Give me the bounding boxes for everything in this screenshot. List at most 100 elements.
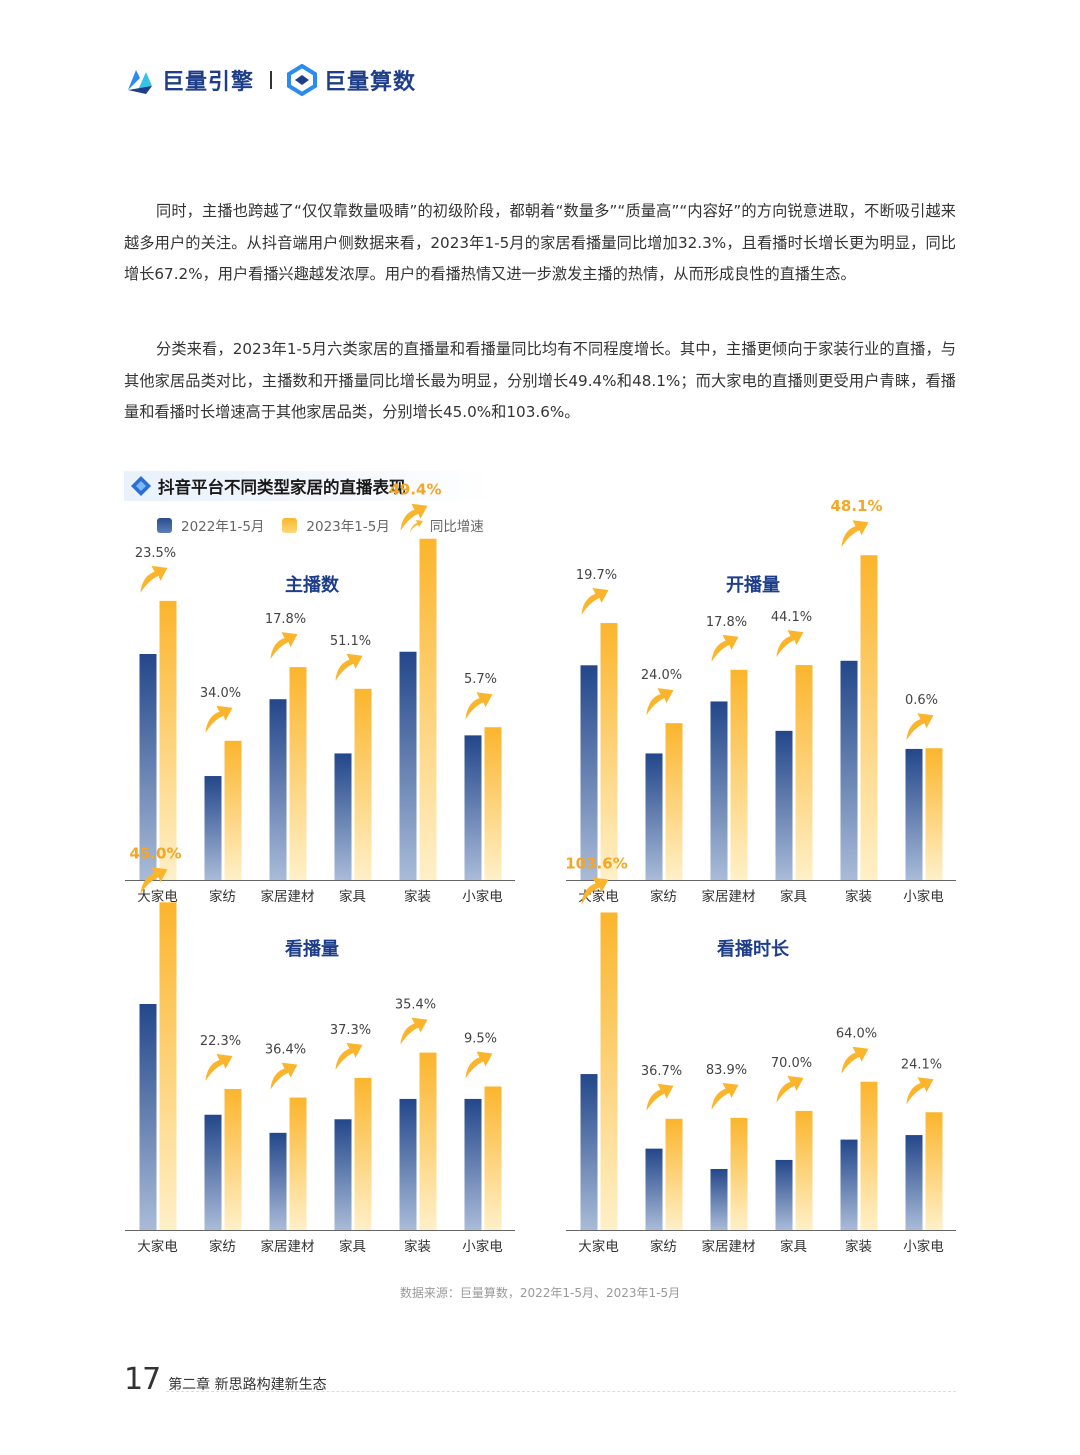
bar-2023-5	[484, 727, 502, 880]
bar-2022-3	[775, 1159, 793, 1230]
category-label-3: 家具	[780, 1238, 807, 1255]
chart-4: 看播时长 103.6% 大家电 36.7% 家纺 83.9% 家居建材 70.0% 家具 64.0…	[565, 854, 956, 1255]
bar-2023-1	[665, 1118, 683, 1230]
growth-arrow-icon	[409, 520, 423, 533]
category-label-1: 家纺	[209, 1238, 236, 1255]
growth-arrow-icon	[711, 1082, 739, 1110]
growth-label-5: 0.6%	[905, 693, 938, 708]
bar-2023-4	[860, 1081, 878, 1230]
growth-arrow-icon	[906, 713, 934, 741]
bar-2022-2	[710, 1168, 728, 1230]
bar-2022-4	[399, 1098, 417, 1230]
category-label-5: 小家电	[462, 1238, 503, 1255]
bar-2023-0	[159, 902, 177, 1230]
growth-arrow-icon	[841, 1046, 869, 1074]
category-label-2: 家居建材	[261, 888, 315, 905]
category-label-3: 家具	[339, 1238, 366, 1255]
growth-arrow-icon	[335, 653, 363, 681]
chart-3: 看播量 45.0% 大家电 22.3% 家纺 36.4% 家居建材 37.3% 家具 35.4% 家…	[125, 844, 515, 1255]
bar-2023-2	[289, 1097, 307, 1230]
growth-arrow-icon	[270, 1062, 298, 1090]
header: 巨量引擎 巨量算数	[124, 58, 416, 102]
bar-2022-3	[775, 730, 793, 880]
growth-arrow-icon	[581, 588, 609, 616]
growth-arrow-icon	[841, 520, 869, 548]
bar-2022-5	[464, 1098, 482, 1230]
bar-2022-0	[139, 1004, 157, 1230]
bar-2022-1	[645, 753, 663, 880]
growth-label-2: 36.4%	[265, 1043, 306, 1058]
category-label-2: 家居建材	[261, 1238, 315, 1255]
section-title: 抖音平台不同类型家居的直播表现	[124, 471, 494, 501]
growth-label-1: 36.7%	[641, 1064, 682, 1079]
category-label-4: 家装	[845, 1238, 872, 1255]
growth-label-3: 44.1%	[771, 610, 812, 625]
bar-2023-2	[730, 1117, 748, 1230]
bar-2022-0	[580, 1074, 598, 1230]
chapter-title: 第二章 新思路构建新生态	[168, 1377, 327, 1393]
bar-2022-3	[334, 1119, 352, 1230]
category-label-3: 家具	[339, 888, 366, 905]
category-label-1: 家纺	[650, 1238, 677, 1255]
growth-arrow-icon	[335, 1042, 363, 1070]
bar-2023-3	[795, 1110, 813, 1230]
chart-title: 看播量	[284, 938, 339, 960]
category-label-0: 大家电	[578, 1238, 619, 1255]
bar-2023-2	[289, 667, 307, 880]
bar-2023-0	[600, 623, 618, 880]
brand2-text: 巨量算数	[324, 70, 417, 95]
bar-2023-4	[419, 538, 437, 880]
growth-arrow-icon	[906, 1077, 934, 1105]
growth-label-0: 19.7%	[576, 568, 617, 583]
footer-divider	[166, 1391, 956, 1392]
chart-title: 看播时长	[716, 938, 790, 960]
bar-2022-5	[905, 748, 923, 880]
growth-label-3: 70.0%	[771, 1056, 812, 1071]
growth-label-5: 9.5%	[464, 1031, 497, 1046]
category-label-1: 家纺	[650, 888, 677, 905]
bar-2023-4	[860, 555, 878, 880]
growth-label-1: 22.3%	[200, 1034, 241, 1049]
data-source: 数据来源：巨量算数，2022年1-5月、2023年1-5月	[399, 1286, 681, 1300]
growth-label-5: 5.7%	[464, 672, 497, 687]
brand-juliang-suanshu: 巨量算数	[286, 64, 416, 96]
growth-label-4: 48.1%	[830, 497, 882, 515]
growth-label-3: 37.3%	[330, 1023, 371, 1038]
category-label-4: 家装	[404, 888, 431, 905]
growth-arrow-icon	[140, 867, 168, 895]
growth-arrow-icon	[581, 877, 609, 905]
growth-label-0: 103.6%	[565, 854, 627, 872]
legend-item-growth: 同比增速	[408, 515, 484, 535]
growth-label-2: 17.8%	[706, 615, 747, 630]
legend-label-growth: 同比增速	[429, 519, 484, 535]
category-label-5: 小家电	[903, 888, 944, 905]
bar-2022-1	[645, 1148, 663, 1230]
growth-label-4: 35.4%	[395, 998, 436, 1013]
page-number: 17	[124, 1362, 161, 1397]
section-title-text: 抖音平台不同类型家居的直播表现	[158, 478, 406, 497]
category-label-5: 小家电	[462, 888, 503, 905]
ocean-engine-logo-icon	[128, 70, 152, 94]
growth-arrow-icon	[776, 630, 804, 658]
bar-2022-2	[269, 1132, 287, 1230]
growth-arrow-icon	[465, 1051, 493, 1079]
chart-title: 开播量	[726, 574, 780, 596]
chart-legend: 2022年1-5月 2023年1-5月 同比增速	[157, 515, 502, 535]
growth-label-1: 24.0%	[641, 668, 682, 683]
legend-item-2023: 2023年1-5月	[282, 515, 390, 535]
suanshu-logo-icon	[287, 64, 318, 96]
growth-label-5: 24.1%	[901, 1057, 942, 1072]
legend-label-2023: 2023年1-5月	[306, 519, 390, 535]
bar-2023-1	[224, 1088, 242, 1230]
legend-label-2022: 2022年1-5月	[181, 519, 265, 535]
bar-2023-5	[484, 1086, 502, 1230]
bar-2022-4	[840, 1139, 858, 1230]
growth-arrow-icon	[646, 1083, 674, 1111]
paragraph-1: 同时，主播也跨越了“仅仅靠数量吸睛”的初级阶段，都朝着“数量多”“质量高”“内容…	[124, 202, 956, 283]
category-label-3: 家具	[780, 888, 807, 905]
brand1-text: 巨量引擎	[162, 70, 255, 95]
bar-2023-3	[795, 665, 813, 880]
growth-arrow-icon	[711, 634, 739, 662]
bar-2022-4	[399, 651, 417, 880]
growth-label-0: 45.0%	[129, 844, 181, 862]
